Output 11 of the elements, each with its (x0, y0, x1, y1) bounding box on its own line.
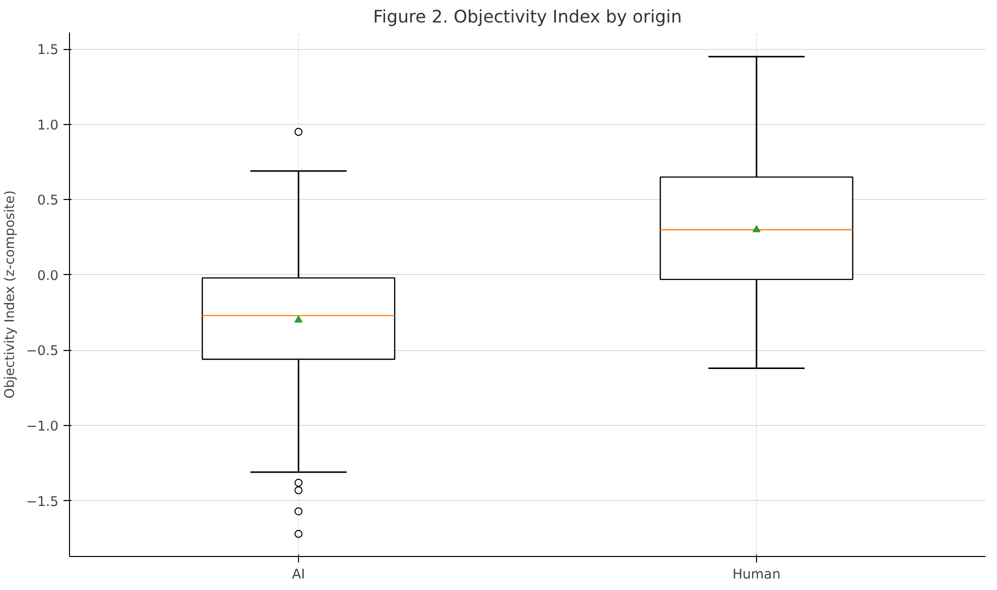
y-tick-label: 1.0 (37, 118, 59, 134)
y-tick-label: 0.0 (37, 268, 59, 284)
y-tick-label: −0.5 (26, 344, 59, 360)
x-tick-label: AI (292, 568, 306, 582)
chart-title: Figure 2. Objectivity Index by origin (373, 8, 682, 28)
y-axis-title: Objectivity Index (z-composite) (3, 190, 18, 399)
x-tick-label: Human (732, 568, 781, 582)
y-tick-label: −1.5 (26, 494, 59, 510)
y-tick-label: 1.5 (37, 43, 59, 58)
y-tick-label: 0.5 (37, 194, 59, 209)
y-tick-label: −1.0 (26, 420, 59, 434)
